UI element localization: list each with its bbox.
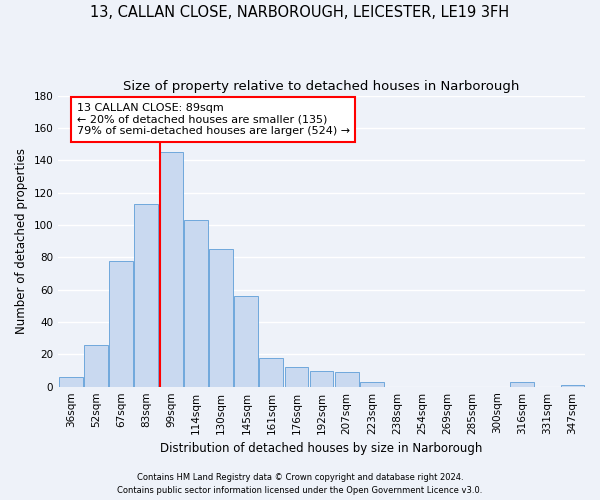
- Text: 13 CALLAN CLOSE: 89sqm
← 20% of detached houses are smaller (135)
79% of semi-de: 13 CALLAN CLOSE: 89sqm ← 20% of detached…: [77, 103, 350, 136]
- Bar: [184, 220, 208, 386]
- Y-axis label: Number of detached properties: Number of detached properties: [15, 148, 28, 334]
- Bar: [209, 249, 233, 386]
- Title: Size of property relative to detached houses in Narborough: Size of property relative to detached ho…: [124, 80, 520, 93]
- Bar: [134, 204, 158, 386]
- Bar: [511, 382, 534, 386]
- Bar: [159, 152, 183, 386]
- Bar: [109, 260, 133, 386]
- X-axis label: Distribution of detached houses by size in Narborough: Distribution of detached houses by size …: [160, 442, 483, 455]
- Bar: [259, 358, 283, 386]
- Bar: [59, 377, 83, 386]
- Bar: [310, 370, 334, 386]
- Bar: [284, 368, 308, 386]
- Bar: [84, 344, 108, 387]
- Bar: [560, 385, 584, 386]
- Text: Contains HM Land Registry data © Crown copyright and database right 2024.
Contai: Contains HM Land Registry data © Crown c…: [118, 474, 482, 495]
- Bar: [360, 382, 383, 386]
- Text: 13, CALLAN CLOSE, NARBOROUGH, LEICESTER, LE19 3FH: 13, CALLAN CLOSE, NARBOROUGH, LEICESTER,…: [91, 5, 509, 20]
- Bar: [335, 372, 359, 386]
- Bar: [235, 296, 258, 386]
